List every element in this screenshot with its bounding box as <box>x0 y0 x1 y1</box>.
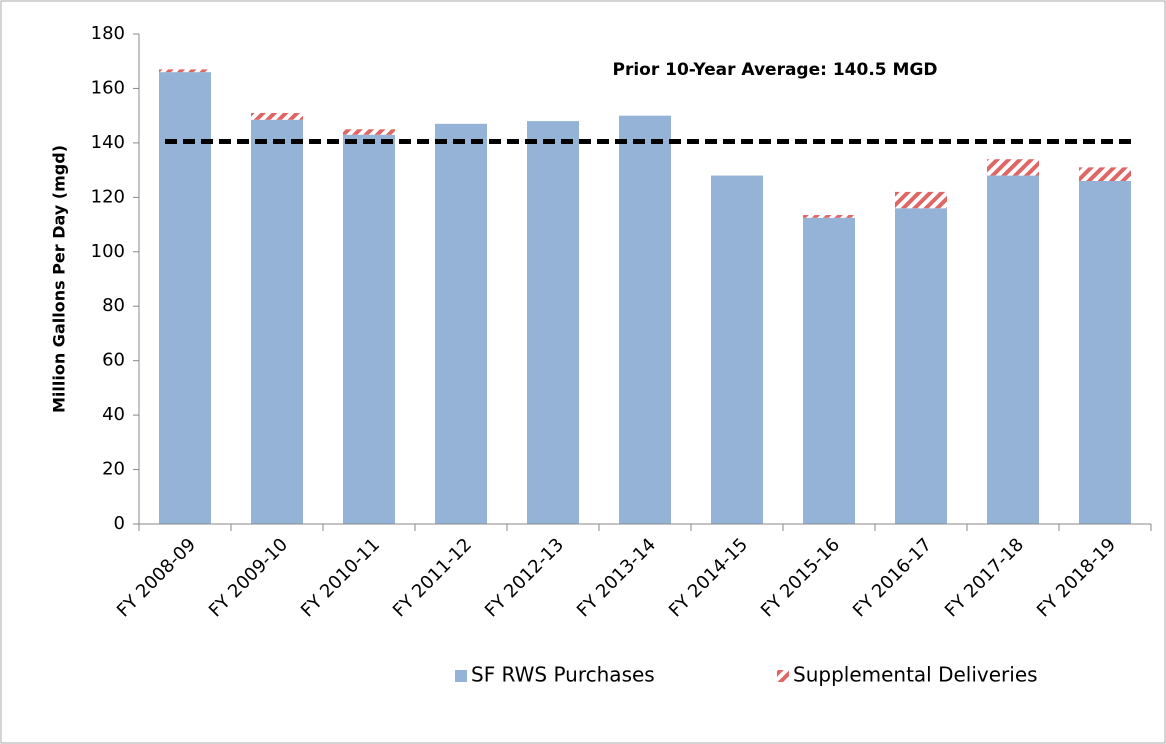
y-axis-label: Million Gallons Per Day (mgd) <box>50 145 69 413</box>
legend-swatch <box>777 670 789 682</box>
bar-segment <box>527 121 579 524</box>
bar-segment <box>435 123 487 524</box>
bar-segment <box>987 175 1039 525</box>
bar-segment <box>343 134 395 524</box>
y-tick-label: 20 <box>102 459 125 480</box>
bar-segment <box>987 159 1039 176</box>
bar-segment <box>895 208 947 524</box>
bar-segment <box>619 115 671 525</box>
bar-segment <box>1079 181 1131 524</box>
bar-segment <box>711 175 763 525</box>
bar-segment <box>251 112 303 120</box>
y-tick-label: 160 <box>91 77 125 98</box>
bar-segment <box>159 72 211 524</box>
y-tick-label: 180 <box>91 23 125 44</box>
legend-label: SF RWS Purchases <box>471 663 655 687</box>
bar-segment <box>343 129 395 135</box>
y-tick-label: 60 <box>102 350 125 371</box>
y-tick-label: 100 <box>91 241 125 262</box>
bar-segment <box>895 191 947 209</box>
bar-segment <box>1079 167 1131 181</box>
y-tick-label: 0 <box>114 513 125 534</box>
bar-segment <box>803 215 855 218</box>
y-tick-label: 40 <box>102 404 125 425</box>
bar-segment <box>803 217 855 524</box>
bar-segment <box>159 69 211 73</box>
legend-label: Supplemental Deliveries <box>793 663 1038 687</box>
y-tick-label: 80 <box>102 295 125 316</box>
bar-segment <box>251 119 303 524</box>
y-tick-label: 140 <box>91 132 125 153</box>
legend-swatch <box>455 670 467 682</box>
y-tick-label: 120 <box>91 186 125 207</box>
annotation: Prior 10-Year Average: 140.5 MGD <box>612 60 937 80</box>
